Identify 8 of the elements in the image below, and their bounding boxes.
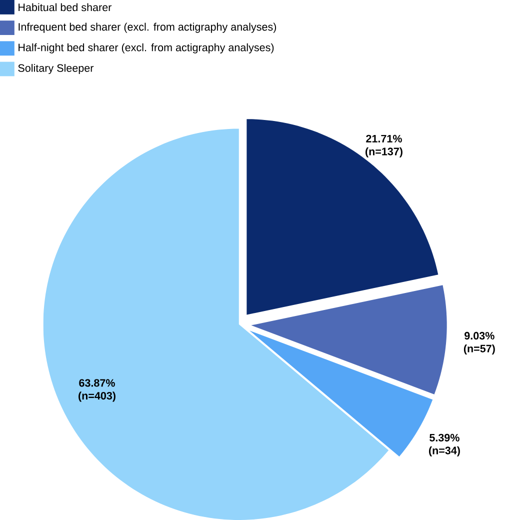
data-label: 63.87% (n=403) xyxy=(78,379,116,402)
legend-label: Half-night bed sharer (excl. from actigraphy analyses) xyxy=(18,43,274,54)
data-label: 9.03% (n=57) xyxy=(464,332,495,354)
data-label: 5.39% (n=34) xyxy=(428,434,460,456)
legend-label: Infrequent bed sharer (excl. from actigraphy analyses) xyxy=(18,22,276,33)
legend-label: Habitual bed sharer xyxy=(18,3,112,12)
data-label: 21.71% (n=137) xyxy=(365,134,402,158)
legend-label: Solitary Sleeper xyxy=(18,64,94,74)
